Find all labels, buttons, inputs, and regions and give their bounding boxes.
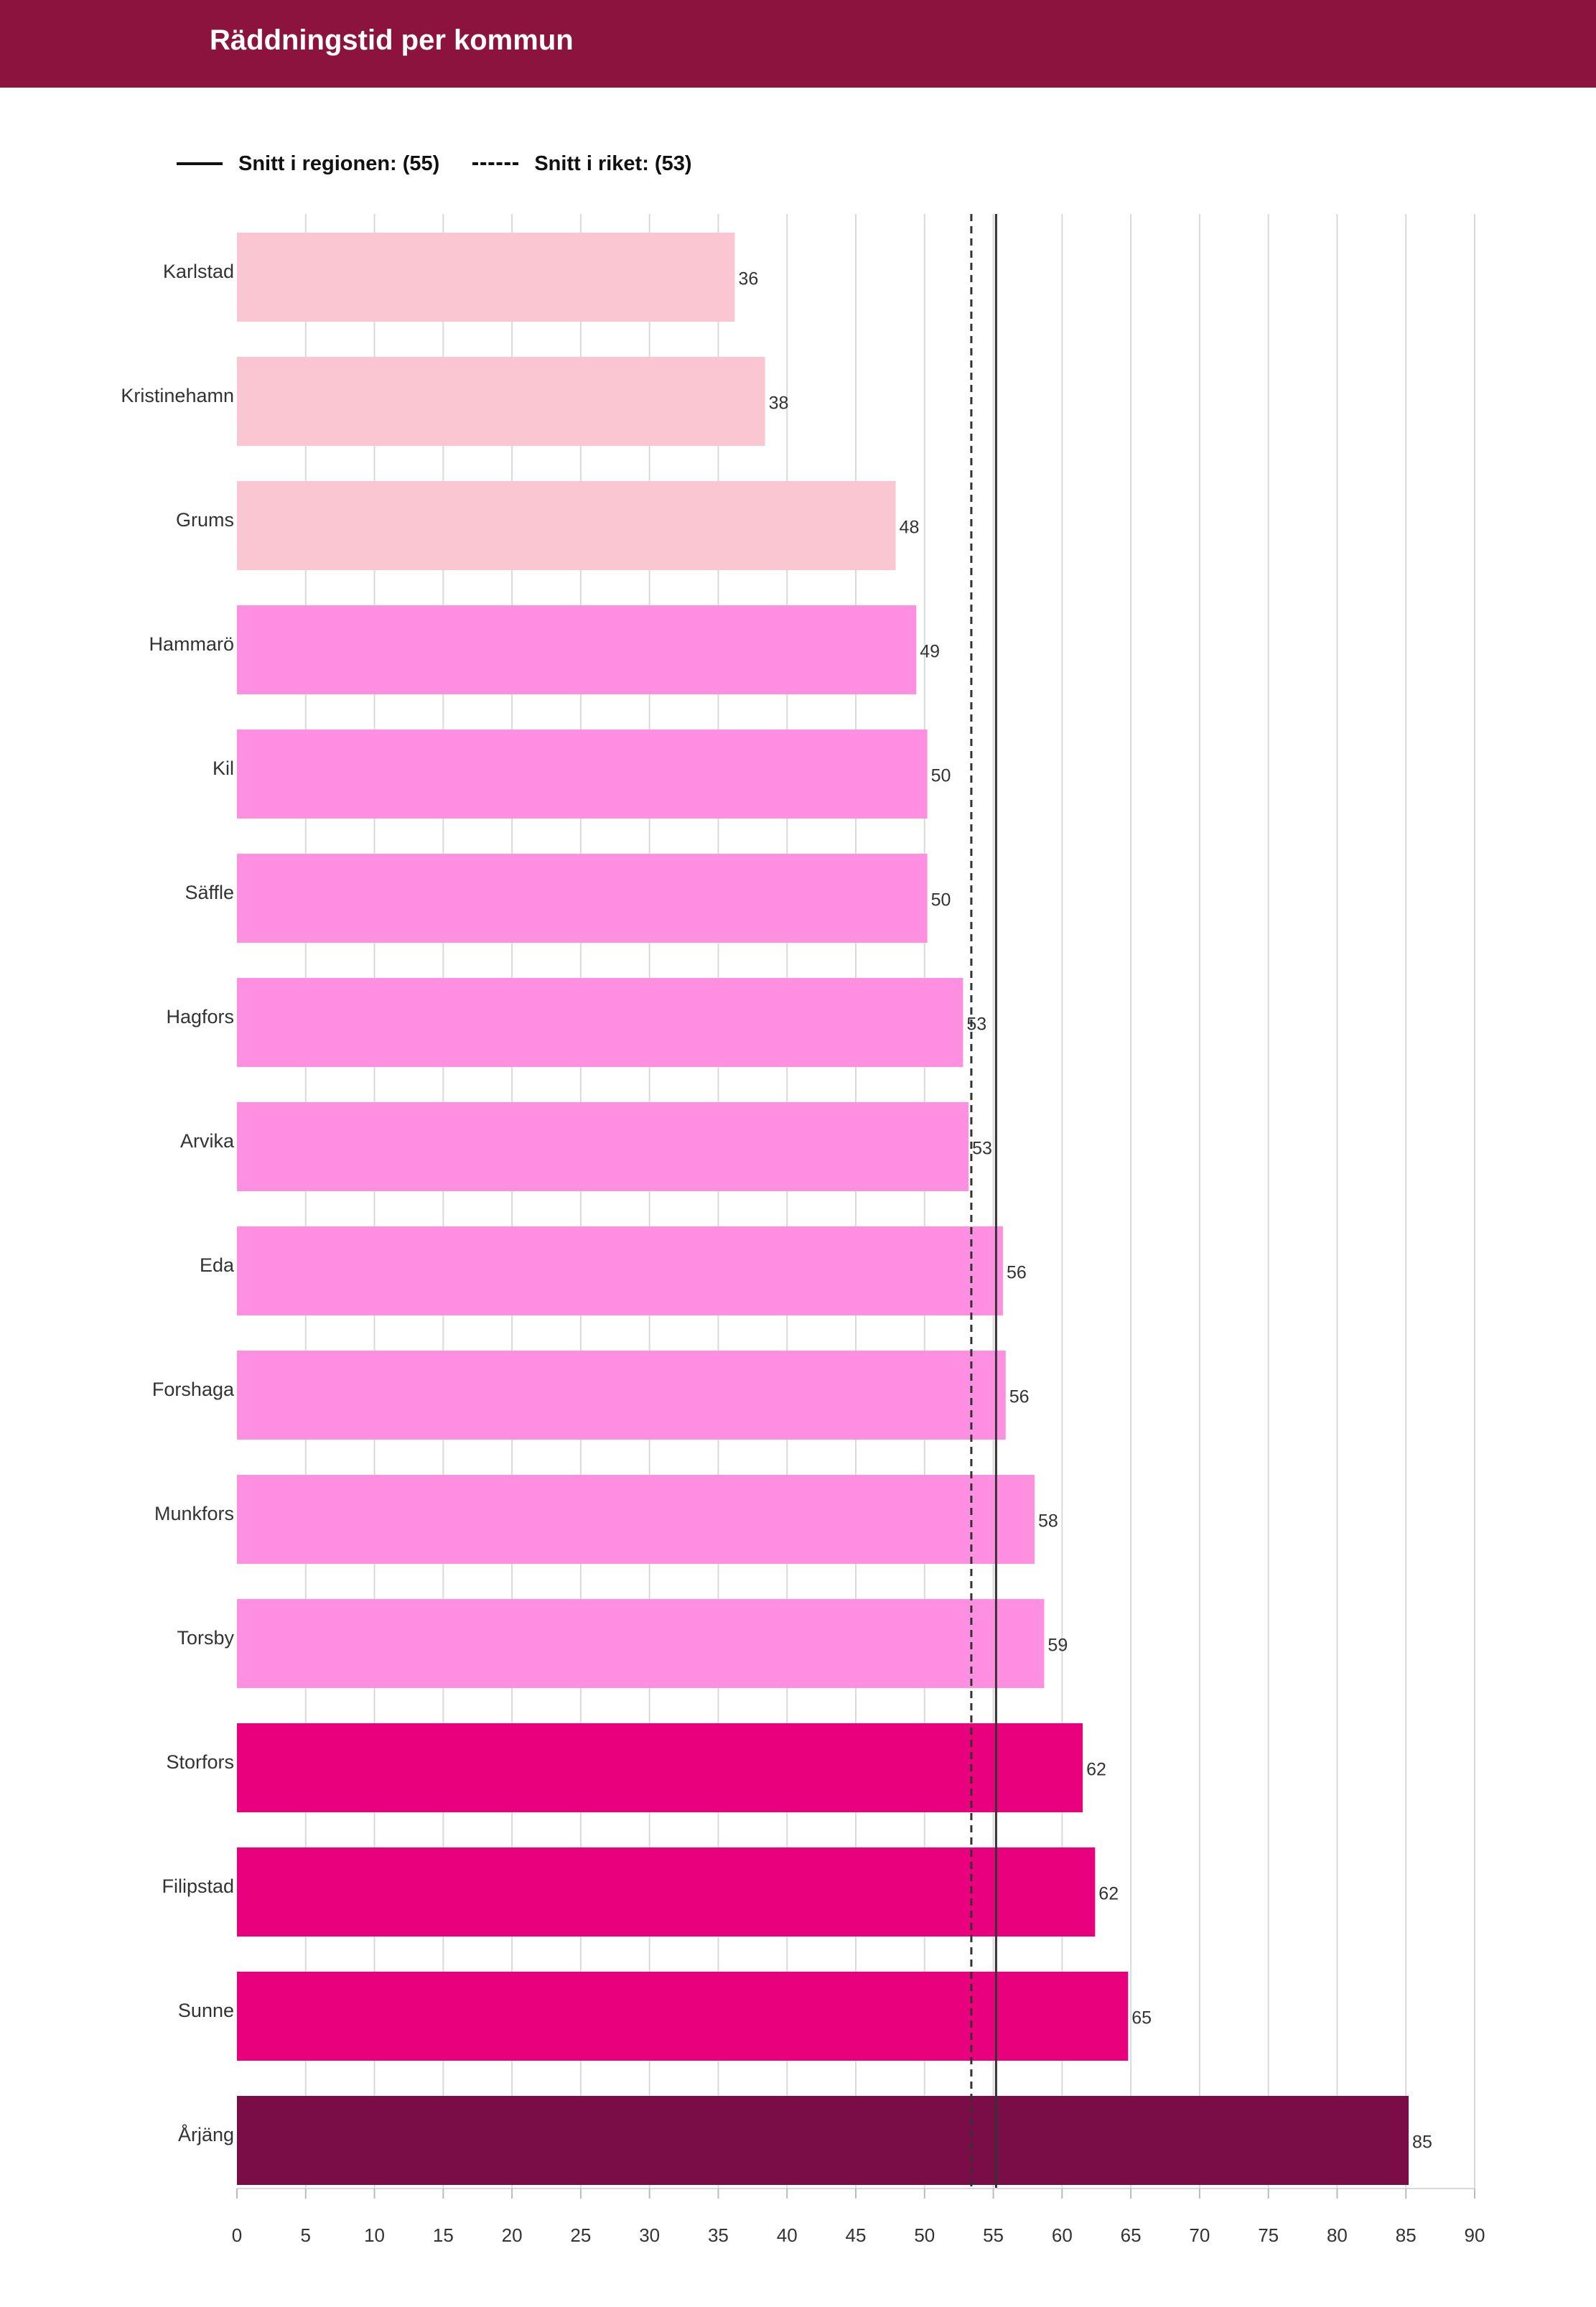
x-tick-label: 20 bbox=[502, 2224, 523, 2246]
data-label: 56 bbox=[1009, 1387, 1030, 1407]
data-label: 85 bbox=[1412, 2133, 1432, 2153]
legend-label-region: Snitt i regionen: (55) bbox=[238, 152, 440, 175]
bar-9 bbox=[237, 1351, 1006, 1440]
bar-1 bbox=[237, 357, 765, 446]
legend-dashed-line-swatch bbox=[472, 162, 519, 165]
bar-6 bbox=[237, 978, 963, 1067]
x-tick-label: 85 bbox=[1396, 2224, 1417, 2246]
category-label: Filipstad bbox=[162, 1875, 234, 1897]
x-tick-label: 40 bbox=[777, 2224, 798, 2246]
bar-14 bbox=[237, 1972, 1129, 2061]
bar-3 bbox=[237, 605, 917, 694]
data-label: 49 bbox=[920, 642, 940, 662]
data-label: 38 bbox=[769, 393, 789, 414]
category-label: Säffle bbox=[185, 882, 234, 903]
chart-legend: Snitt i regionen: (55) Snitt i riket: (5… bbox=[177, 149, 725, 178]
legend-label-national: Snitt i riket: (53) bbox=[534, 152, 692, 175]
x-tick-label: 60 bbox=[1052, 2224, 1073, 2246]
data-label: 53 bbox=[966, 1015, 986, 1035]
bar-10 bbox=[237, 1475, 1035, 1564]
data-label: 50 bbox=[931, 890, 951, 910]
bar-0 bbox=[237, 233, 735, 322]
x-tick-label: 45 bbox=[846, 2224, 867, 2246]
category-label: Sunne bbox=[178, 2000, 234, 2021]
legend-item-region: Snitt i regionen: (55) bbox=[177, 152, 439, 176]
data-label: 62 bbox=[1098, 1884, 1119, 1904]
legend-solid-line-swatch bbox=[177, 162, 223, 165]
bar-11 bbox=[237, 1599, 1045, 1688]
x-tick-label: 25 bbox=[570, 2224, 591, 2246]
category-label: Hagfors bbox=[166, 1006, 234, 1027]
category-label: Årjäng bbox=[178, 2123, 234, 2145]
data-label: 56 bbox=[1007, 1263, 1027, 1283]
bar-4 bbox=[237, 730, 928, 819]
bar-7 bbox=[237, 1102, 969, 1191]
x-tick-label: 5 bbox=[301, 2224, 311, 2246]
category-label: Storfors bbox=[166, 1751, 234, 1773]
x-tick-label: 70 bbox=[1189, 2224, 1210, 2246]
x-tick-label: 10 bbox=[364, 2224, 385, 2246]
header-bar: Räddningstid per kommun bbox=[0, 0, 1596, 88]
x-tick-label: 80 bbox=[1327, 2224, 1348, 2246]
x-tick-label: 50 bbox=[914, 2224, 935, 2246]
data-label: 59 bbox=[1047, 1636, 1068, 1656]
data-label: 53 bbox=[972, 1139, 992, 1159]
x-tick-label: 75 bbox=[1258, 2224, 1279, 2246]
data-label: 58 bbox=[1038, 1511, 1058, 1532]
x-tick-label: 90 bbox=[1465, 2224, 1485, 2246]
category-label: Kil bbox=[213, 758, 234, 779]
data-label: 65 bbox=[1131, 2008, 1152, 2028]
page-title: Räddningstid per kommun bbox=[210, 24, 574, 56]
bar-15 bbox=[237, 2096, 1409, 2185]
category-label: Munkfors bbox=[154, 1503, 234, 1524]
bar-12 bbox=[237, 1723, 1083, 1812]
data-label: 50 bbox=[931, 766, 951, 786]
category-label: Torsby bbox=[177, 1627, 234, 1649]
bar-2 bbox=[237, 481, 896, 570]
category-label: Forshaga bbox=[152, 1379, 235, 1400]
data-label: 48 bbox=[900, 518, 920, 538]
legend-item-national: Snitt i riket: (53) bbox=[472, 152, 692, 176]
x-tick-label: 55 bbox=[983, 2224, 1004, 2246]
category-label: Grums bbox=[176, 509, 234, 531]
data-label: 36 bbox=[738, 269, 758, 289]
category-label: Eda bbox=[200, 1254, 235, 1276]
category-label: Arvika bbox=[180, 1130, 235, 1152]
data-label: 62 bbox=[1086, 1760, 1106, 1780]
category-label: Hammarö bbox=[149, 633, 234, 655]
x-tick-label: 65 bbox=[1121, 2224, 1142, 2246]
x-tick-label: 30 bbox=[639, 2224, 660, 2246]
x-tick-label: 0 bbox=[232, 2224, 242, 2246]
bar-8 bbox=[237, 1226, 1003, 1315]
x-tick-label: 15 bbox=[433, 2224, 454, 2246]
bar-5 bbox=[237, 854, 928, 943]
x-tick-label: 35 bbox=[708, 2224, 729, 2246]
bar-13 bbox=[237, 1847, 1096, 1937]
category-label: Karlstad bbox=[163, 261, 234, 282]
category-label: Kristinehamn bbox=[121, 385, 234, 406]
